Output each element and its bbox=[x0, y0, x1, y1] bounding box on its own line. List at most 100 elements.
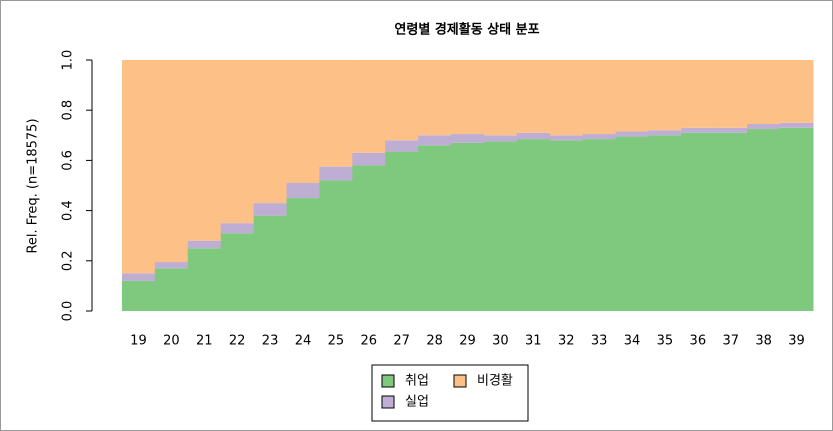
x-tick-label: 20 bbox=[163, 334, 180, 349]
bar-segment bbox=[220, 223, 255, 234]
bar-segment bbox=[780, 122, 814, 128]
x-tick-label: 33 bbox=[591, 334, 608, 349]
bar-segment bbox=[615, 131, 649, 137]
bar-segment bbox=[780, 60, 814, 123]
chart-title: 연령별 경제활동 상태 분포 bbox=[394, 22, 539, 38]
y-tick-label: 0.4 bbox=[61, 200, 76, 221]
bar-segment bbox=[418, 145, 452, 311]
bar-segment bbox=[549, 135, 584, 141]
bar-segment bbox=[681, 60, 715, 128]
x-tick-label: 34 bbox=[624, 334, 641, 349]
x-tick-label: 22 bbox=[229, 334, 246, 349]
x-tick-label: 19 bbox=[130, 334, 147, 349]
bar-segment bbox=[385, 60, 419, 141]
bar-segment bbox=[516, 139, 551, 311]
bar-segment bbox=[286, 198, 320, 311]
bar-segment bbox=[122, 60, 156, 274]
bar-segment bbox=[385, 151, 419, 311]
bar-segment bbox=[483, 60, 518, 136]
x-tick-label: 23 bbox=[262, 334, 279, 349]
bar-segment bbox=[451, 134, 485, 143]
bar-segment bbox=[187, 248, 222, 311]
bar-segment bbox=[516, 60, 551, 133]
x-tick-label: 38 bbox=[755, 334, 772, 349]
x-tick-label: 26 bbox=[361, 334, 378, 349]
y-tick-label: 1.0 bbox=[61, 50, 76, 71]
bar-segment bbox=[154, 268, 189, 311]
bar-segment bbox=[582, 139, 617, 311]
bar-segment bbox=[747, 60, 781, 125]
bar-segment bbox=[154, 60, 189, 263]
bar-segment bbox=[648, 60, 682, 131]
x-tick-label: 21 bbox=[196, 334, 213, 349]
x-tick-label: 37 bbox=[722, 334, 739, 349]
bar-segment bbox=[418, 60, 452, 136]
bar-segment bbox=[352, 152, 386, 166]
y-tick-label: 0.6 bbox=[61, 150, 76, 171]
bar-segment bbox=[582, 60, 617, 135]
bar-segment bbox=[352, 165, 386, 311]
x-tick-label: 39 bbox=[788, 334, 805, 349]
bar-segment bbox=[253, 215, 288, 311]
bar-segment bbox=[549, 140, 584, 311]
bar-segment bbox=[615, 136, 649, 311]
bar-segment bbox=[253, 203, 288, 216]
bar-segment bbox=[747, 124, 781, 130]
legend bbox=[371, 364, 529, 422]
x-tick-label: 24 bbox=[295, 334, 312, 349]
legend-swatch bbox=[381, 395, 395, 409]
bar-segment bbox=[319, 180, 353, 311]
legend-swatch bbox=[381, 374, 395, 388]
x-tick-label: 36 bbox=[690, 334, 707, 349]
bar-segment bbox=[122, 273, 156, 281]
bar-segment bbox=[483, 141, 518, 311]
bar-segment bbox=[319, 60, 353, 167]
bar-segment bbox=[780, 127, 814, 312]
x-tick-label: 32 bbox=[558, 334, 575, 349]
bar-segment bbox=[582, 134, 617, 140]
bar-segment bbox=[220, 60, 255, 224]
bar-segment bbox=[714, 132, 748, 311]
bar-segment bbox=[648, 135, 682, 311]
legend-label: 비경활 bbox=[477, 374, 513, 389]
bar-segment bbox=[747, 129, 781, 311]
bar-segment bbox=[483, 135, 518, 142]
y-tick-label: 0.8 bbox=[61, 100, 76, 121]
bar-segment bbox=[253, 60, 288, 204]
bar-segment bbox=[286, 182, 320, 199]
y-tick-label: 0.2 bbox=[61, 250, 76, 271]
bar-segment bbox=[681, 127, 715, 133]
bar-segment bbox=[549, 60, 584, 136]
x-tick-label: 25 bbox=[328, 334, 345, 349]
bar-segment bbox=[451, 142, 485, 311]
bar-segment bbox=[319, 166, 353, 181]
bar-segment bbox=[418, 135, 452, 146]
y-tick-label: 0.0 bbox=[61, 301, 76, 322]
bar-segment bbox=[154, 262, 189, 269]
bar-segment bbox=[187, 240, 222, 249]
bar-segment bbox=[187, 60, 222, 241]
x-tick-label: 31 bbox=[525, 334, 542, 349]
legend-label: 실업 bbox=[405, 395, 429, 410]
bar-segment bbox=[681, 132, 715, 311]
y-axis-label: Rel. Freq. (n=18575) bbox=[26, 118, 41, 253]
bar-segment bbox=[385, 140, 419, 152]
x-tick-label: 28 bbox=[426, 334, 443, 349]
x-tick-label: 30 bbox=[492, 334, 509, 349]
x-tick-label: 35 bbox=[657, 334, 674, 349]
bar-segment bbox=[615, 60, 649, 132]
bar-segment bbox=[516, 132, 551, 140]
bar-segment bbox=[122, 280, 156, 311]
bar-segment bbox=[286, 60, 320, 183]
bar-segment bbox=[220, 233, 255, 311]
x-tick-label: 29 bbox=[459, 334, 476, 349]
bar-segment bbox=[352, 60, 386, 153]
bar-segment bbox=[648, 130, 682, 136]
bar-segment bbox=[714, 60, 748, 128]
x-tick-label: 27 bbox=[393, 334, 410, 349]
legend-label: 취업 bbox=[405, 374, 429, 389]
legend-swatch bbox=[453, 374, 467, 388]
bar-segment bbox=[714, 127, 748, 133]
bar-segment bbox=[451, 60, 485, 135]
